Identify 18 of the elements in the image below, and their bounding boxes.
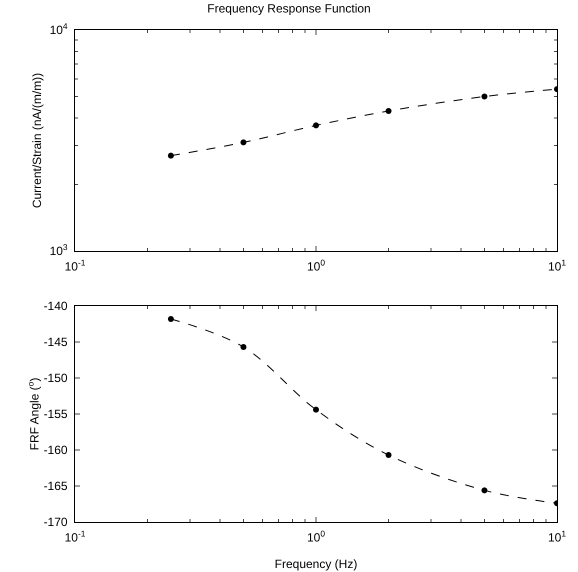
- y-tick-label: 10$^{4}$: [50, 21, 68, 38]
- y-tick-label: -170: [44, 515, 68, 530]
- y-axis-title: Current/Strain (nA/(m/m)): [30, 72, 44, 208]
- y-tick-label: -165: [44, 479, 68, 494]
- x-tick-label: 10$^{1}$: [548, 528, 566, 544]
- x-tick-label: 10$^{-1}$: [64, 528, 86, 544]
- x-tick-label: 10$^{-1}$: [64, 257, 86, 274]
- x-tick-label: 10$^{0}$: [306, 257, 326, 274]
- y-tick-label: -140: [44, 299, 68, 314]
- x-tick-label: 10$^{1}$: [548, 257, 566, 274]
- x-axis-title: Frequency (Hz): [274, 557, 358, 571]
- y-tick-label: 10$^{3}$: [50, 242, 68, 258]
- y-tick-label: -150: [44, 371, 68, 386]
- y-tick-label: -160: [44, 443, 68, 458]
- chart-title: Frequency Response Function: [207, 2, 371, 16]
- y-tick-label: -145: [44, 335, 68, 350]
- y-tick-label: -155: [44, 407, 68, 422]
- x-tick-label: 10$^{0}$: [306, 528, 326, 544]
